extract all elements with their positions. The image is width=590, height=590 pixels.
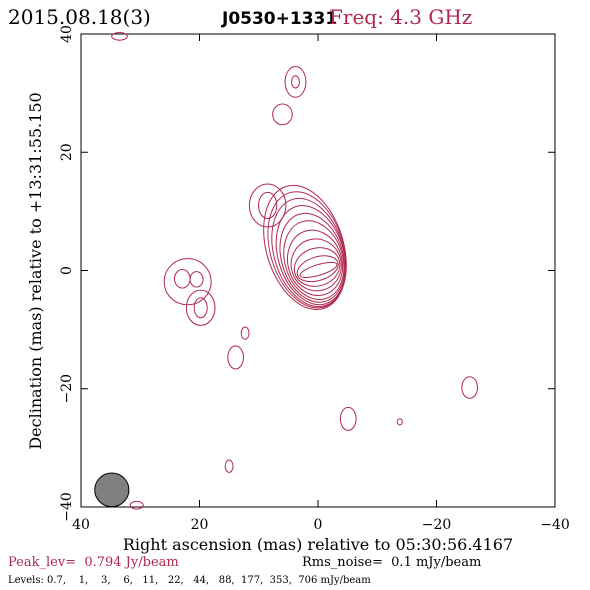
core-contour-6 [286, 229, 344, 296]
core-contour-9 [296, 255, 339, 283]
observation-date: 2015.08.18(3) [8, 5, 151, 29]
component-contour-10 [193, 297, 208, 319]
peak-level: Peak_lev= 0.794 Jy/beam [8, 555, 179, 570]
component-contour-13 [461, 376, 479, 399]
y-tick-label: 40 [59, 25, 75, 43]
component-contour-7 [173, 269, 191, 289]
y-tick-label: −20 [59, 374, 75, 404]
axes-layer: 40 20 0 −20 −40 −40 −20 0 20 40 [59, 25, 570, 533]
rms-noise: Rms_noise= 0.1 mJy/beam [302, 555, 481, 570]
core-contour-1 [267, 191, 347, 309]
component-contour-17 [129, 500, 144, 510]
component-contour-1 [284, 66, 307, 98]
component-contour-6 [163, 258, 212, 306]
component-contour-4 [248, 183, 287, 228]
x-tick-label: −20 [422, 517, 452, 533]
plot-frame [80, 33, 556, 508]
component-contour-9 [185, 289, 216, 326]
core-contour-3 [275, 205, 347, 306]
core-contour-5 [283, 220, 345, 301]
component-contour-3 [272, 103, 293, 126]
x-tick-label: 40 [72, 517, 90, 533]
y-axis-title: Declination (mas) relative to +13:31:55.… [26, 92, 45, 449]
component-contour-0 [111, 32, 128, 41]
y-tick-label: 0 [59, 266, 75, 275]
component-contour-8 [189, 271, 204, 288]
x-axis-title: Right ascension (mas) relative to 05:30:… [123, 535, 513, 554]
source-name: J0530+1331 [221, 9, 337, 29]
contour-levels: Levels: 0.7, 1, 3, 6, 11, 22, 44, 88, 17… [8, 575, 371, 586]
y-tick-label: −40 [59, 492, 75, 522]
core-contour-2 [271, 197, 347, 308]
x-tick-label: −40 [540, 517, 570, 533]
core-contour-8 [293, 247, 341, 287]
core-contour-7 [290, 238, 342, 292]
component-contour-14 [339, 406, 357, 431]
core-contour-4 [279, 212, 346, 303]
x-tick-label: 20 [191, 517, 209, 533]
y-tick-label: 20 [59, 143, 75, 161]
component-contour-12 [227, 345, 244, 370]
core-contour-10 [299, 261, 338, 278]
beam-ellipse [94, 472, 130, 508]
component-contour-11 [240, 326, 250, 340]
component-contour-5 [258, 191, 278, 220]
x-tick-label: 0 [314, 517, 323, 533]
contour-layer [94, 32, 479, 510]
component-contour-15 [396, 418, 403, 426]
component-contour-16 [224, 459, 234, 473]
frequency-label: Freq: 4.3 GHz [329, 5, 472, 29]
core-contour-0 [263, 184, 347, 311]
component-contour-2 [291, 75, 300, 89]
